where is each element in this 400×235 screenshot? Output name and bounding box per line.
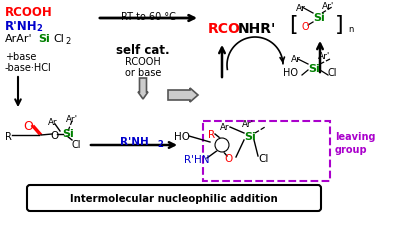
Text: R: R [5,132,12,142]
Text: -base·HCl: -base·HCl [5,63,52,73]
Text: ]: ] [335,15,344,35]
Text: O: O [302,22,310,32]
Text: Ar': Ar' [318,52,330,61]
Text: Ar: Ar [291,55,301,64]
Text: Cl: Cl [53,34,64,44]
FancyArrow shape [138,78,148,99]
Text: R: R [208,130,215,140]
Text: n: n [348,25,353,34]
FancyArrow shape [168,88,198,102]
Text: Ar': Ar' [322,2,334,11]
Text: NHR': NHR' [238,22,276,36]
Text: Cl: Cl [72,140,82,150]
Text: 2: 2 [65,37,70,46]
Text: group: group [335,145,368,155]
Text: R'NH: R'NH [5,20,38,33]
Text: Si: Si [244,132,256,142]
Text: HO: HO [174,132,190,142]
Text: Si: Si [308,64,320,74]
Text: +base: +base [5,52,36,62]
Text: Ar': Ar' [66,115,78,124]
Text: ArAr': ArAr' [5,34,33,44]
Text: self cat.: self cat. [116,44,170,57]
Text: Si: Si [313,13,325,23]
Text: RCOOH: RCOOH [125,57,161,67]
Text: Ar': Ar' [242,120,254,129]
Text: R'HN: R'HN [184,155,210,165]
Text: Cl: Cl [328,68,338,78]
Circle shape [215,138,229,152]
Text: or base: or base [125,68,161,78]
Text: Ar: Ar [48,118,58,127]
Text: O: O [23,120,33,133]
Text: Si: Si [62,129,74,139]
Text: Intermolecular nucleophilic addition: Intermolecular nucleophilic addition [70,194,278,204]
Text: Ar: Ar [296,4,306,13]
Text: Si: Si [38,34,50,44]
Text: R'NH: R'NH [120,137,148,147]
Text: O: O [50,131,58,141]
FancyBboxPatch shape [27,185,321,211]
Text: RCO: RCO [208,22,241,36]
Text: RCOOH: RCOOH [5,6,53,19]
Text: HO: HO [283,68,298,78]
Text: Cl: Cl [258,154,268,164]
Text: leaving: leaving [335,132,376,142]
Text: Ar: Ar [220,123,230,132]
Text: O: O [224,154,232,164]
Text: RT to 60 °C: RT to 60 °C [120,12,176,22]
Text: 2: 2 [157,140,163,149]
Text: 2: 2 [36,24,42,33]
Text: [: [ [289,15,298,35]
